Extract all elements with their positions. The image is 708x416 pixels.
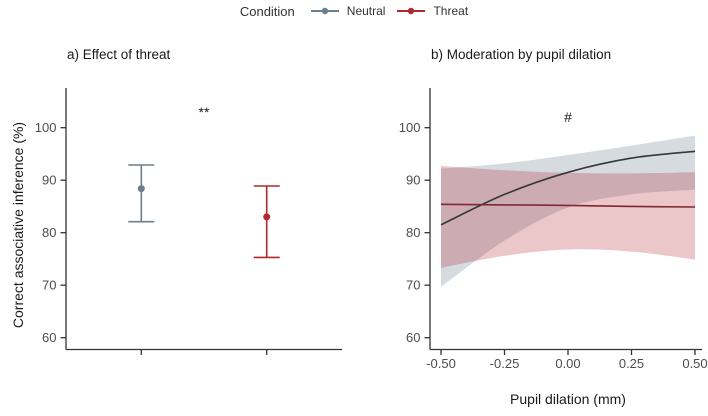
y-tick-label: 80: [406, 225, 420, 240]
y-tick-label: 60: [406, 330, 420, 345]
legend-item-label-threat: Threat: [433, 4, 469, 18]
x-tick-label: -0.25: [490, 356, 520, 371]
panel-a: 60 70 80 90 100 **: [35, 88, 342, 355]
y-tick-label: 90: [406, 173, 420, 188]
legend-item-neutral: Neutral: [309, 4, 386, 18]
mean-point-threat: [263, 213, 271, 221]
y-tick-label: 100: [399, 120, 421, 135]
y-tick-label: 60: [42, 330, 56, 345]
panel-b: 60 70 80 90 100 -0.50 -0.25 0.00 0.25 0.50 #: [399, 88, 708, 371]
legend-item-label-neutral: Neutral: [346, 4, 386, 18]
x-axis-title-b: Pupil dilation (mm): [510, 391, 626, 407]
ci-ribbon-threat: [441, 166, 695, 268]
trend-line-threat: [440, 203, 696, 208]
panel-a-title: a) Effect of threat: [67, 47, 171, 62]
legend-title: Condition: [239, 3, 295, 19]
y-tick-label: 70: [42, 278, 56, 293]
significance-annotation-a: **: [199, 104, 210, 120]
mean-point-neutral: [137, 185, 145, 193]
ci-ribbon-neutral: [441, 135, 695, 287]
y-tick-label: 70: [406, 278, 420, 293]
neutral-key-icon: [310, 7, 339, 15]
y-tick-label: 80: [42, 225, 56, 240]
threat-key-icon: [397, 7, 426, 15]
x-tick-label: -0.50: [426, 356, 456, 371]
legend: Condition Neutral Threat: [0, 2, 708, 20]
significance-annotation-b: #: [564, 109, 572, 125]
x-tick-label: 0.25: [619, 356, 644, 371]
x-tick-label: 0.00: [555, 356, 580, 371]
y-tick-label: 100: [35, 120, 57, 135]
panel-b-title: b) Moderation by pupil dilation: [431, 47, 612, 62]
legend-item-threat: Threat: [395, 4, 468, 18]
x-tick-label: 0.50: [682, 356, 707, 371]
y-tick-label: 90: [42, 173, 56, 188]
